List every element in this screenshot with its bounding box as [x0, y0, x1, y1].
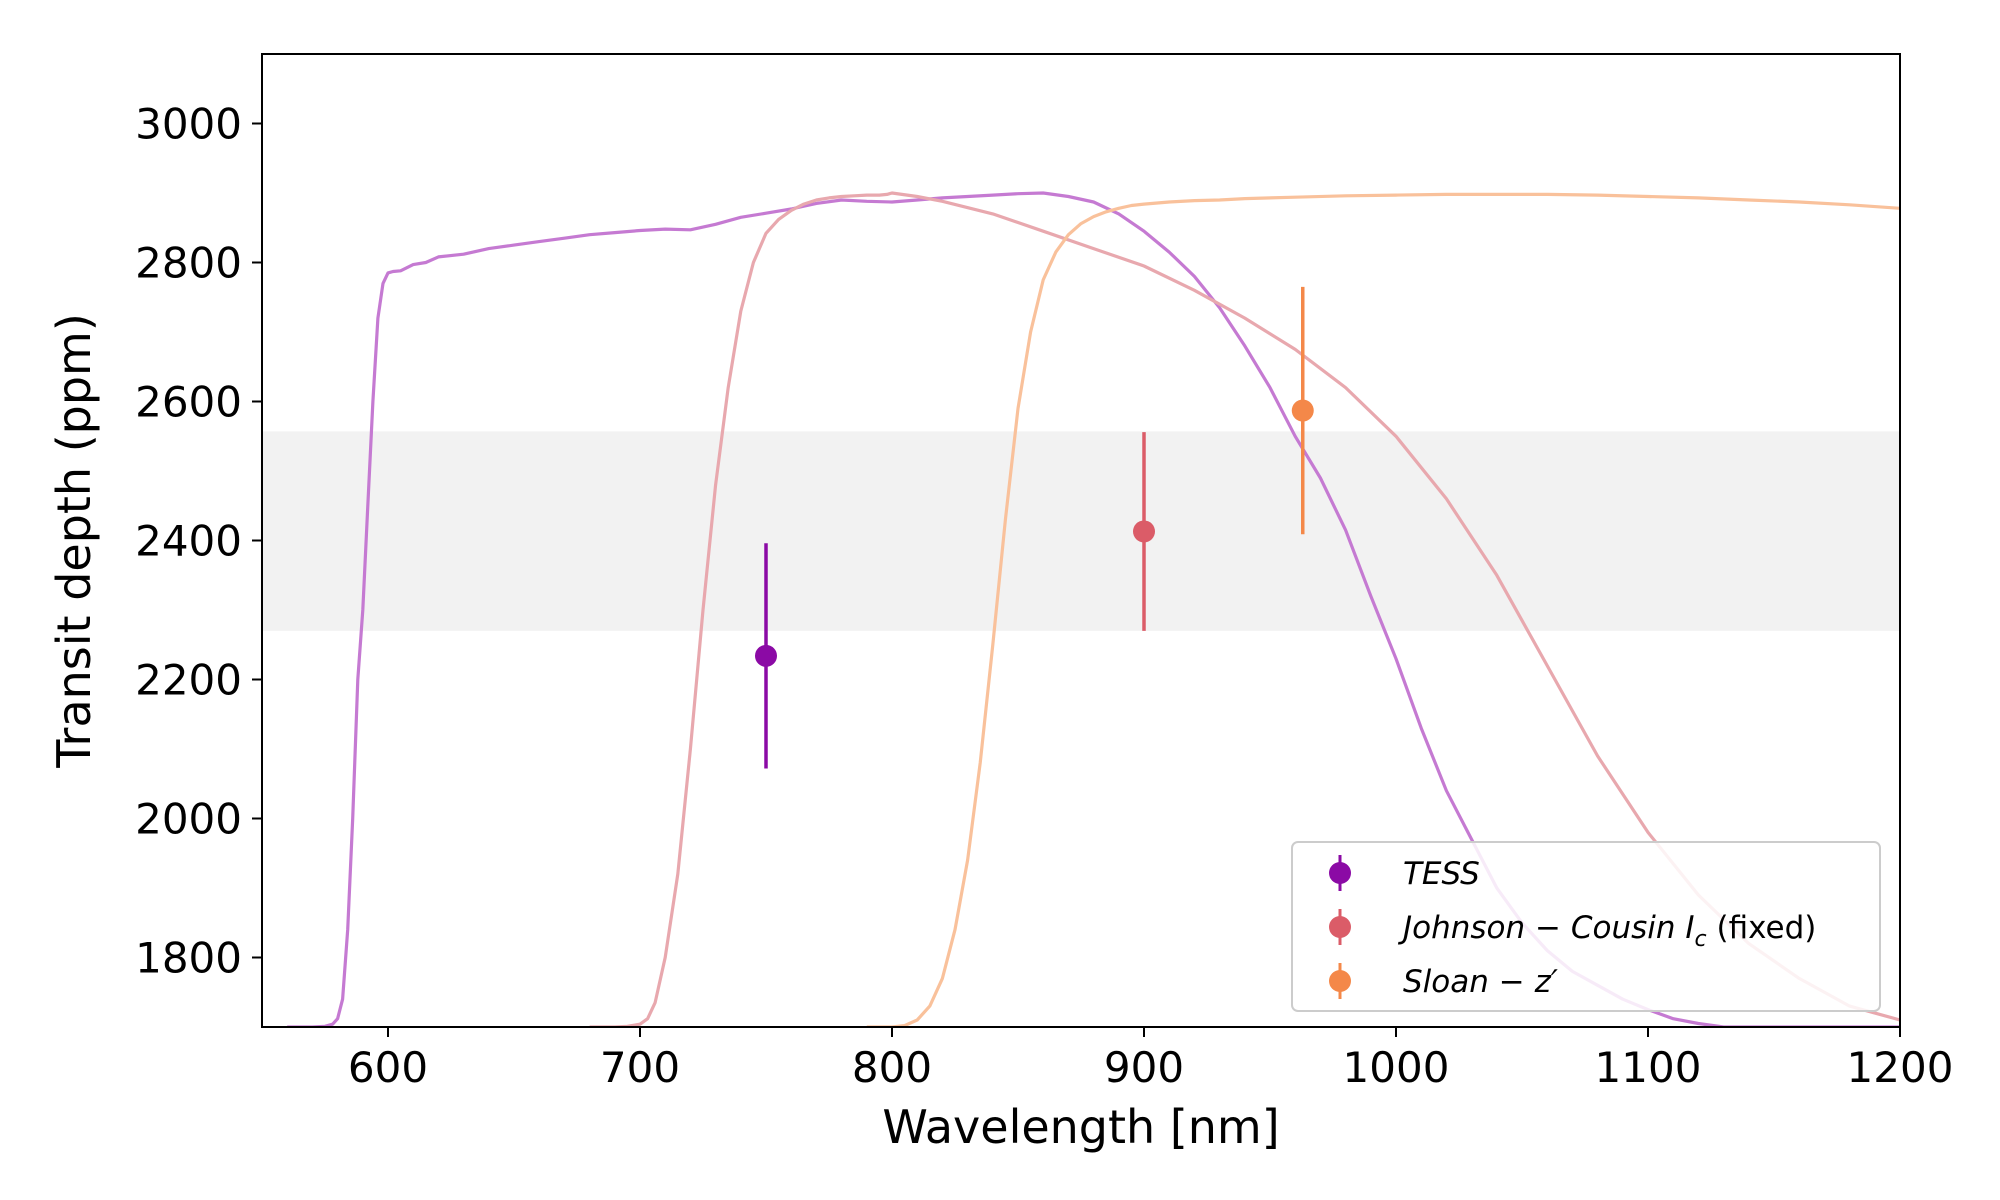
x-tick-label: 1100 [1595, 1043, 1702, 1092]
y-tick-label: 2400 [135, 517, 242, 566]
legend-box [1291, 841, 1881, 1012]
legend-marker [1329, 862, 1351, 884]
legend-marker [1329, 916, 1351, 938]
point-marker [755, 644, 777, 667]
x-tick-label: 1000 [1343, 1043, 1450, 1092]
y-tick-label: 2600 [135, 378, 242, 427]
legend-label: TESS [1403, 856, 1480, 892]
x-axis-ticks: 600 700 800 900 1000 1100 1200 [348, 1027, 1954, 1092]
response-curve-2 [589, 191, 1900, 1027]
y-tick-label: 1800 [135, 934, 242, 983]
uncertainty-band [262, 431, 1900, 631]
data-point-3 [1291, 286, 1314, 535]
legend-marker [1329, 970, 1351, 992]
y-tick-label: 2200 [135, 656, 242, 705]
x-tick-label: 1200 [1847, 1043, 1954, 1092]
response-curve-1 [287, 191, 1900, 1027]
x-tick-label: 700 [600, 1043, 680, 1092]
data-points [755, 286, 1314, 769]
x-tick-label: 800 [852, 1043, 932, 1092]
data-point-1 [755, 543, 777, 769]
legend: TESS Johnson − Cousin Ic (fixed) Sloan − z… [1291, 841, 1881, 1012]
y-tick-label: 2000 [135, 795, 242, 844]
x-tick-label: 900 [1104, 1043, 1184, 1092]
point-marker [1291, 399, 1314, 422]
legend-entry-1: TESS [1329, 855, 1480, 892]
legend-label: Johnson − Cousin Ic (fixed) [1397, 910, 1816, 952]
x-tick-label: 600 [348, 1043, 428, 1092]
y-tick-label: 2800 [135, 239, 242, 288]
response-curve-3 [866, 192, 1900, 1027]
point-marker [1133, 520, 1155, 543]
legend-entry-3: Sloan − z′ [1329, 963, 1558, 1000]
legend-entry-2: Johnson − Cousin Ic (fixed) [1329, 909, 1816, 952]
y-axis-label: Transit depth (ppm) [47, 313, 101, 769]
y-axis-ticks: 1800 2000 2200 2400 2600 2800 3000 [135, 100, 262, 983]
filter-response-curves [287, 191, 1900, 1027]
data-point-2 [1133, 432, 1155, 631]
x-axis-label: Wavelength [nm] [882, 1100, 1279, 1154]
band-rect [262, 431, 1900, 631]
y-tick-label: 3000 [135, 100, 242, 149]
legend-label: Sloan − z′ [1403, 964, 1558, 1000]
